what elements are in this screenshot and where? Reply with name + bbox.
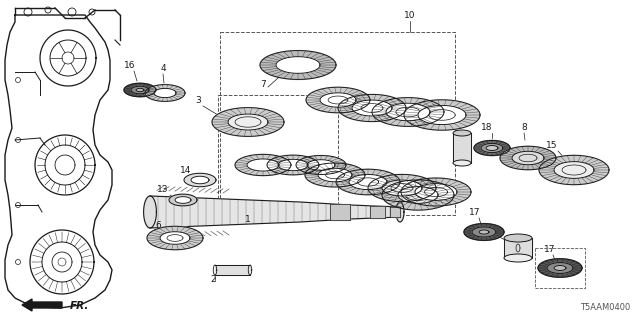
Polygon shape xyxy=(154,88,176,98)
Polygon shape xyxy=(175,197,191,203)
Polygon shape xyxy=(472,227,496,237)
Polygon shape xyxy=(305,163,365,187)
Polygon shape xyxy=(386,103,430,121)
Text: 8: 8 xyxy=(521,123,527,132)
Polygon shape xyxy=(131,86,149,94)
Text: 17: 17 xyxy=(469,208,481,217)
Polygon shape xyxy=(554,266,566,270)
Polygon shape xyxy=(307,160,335,170)
Polygon shape xyxy=(464,224,504,240)
Polygon shape xyxy=(143,196,156,228)
Polygon shape xyxy=(512,151,544,165)
Polygon shape xyxy=(247,159,279,171)
Polygon shape xyxy=(318,168,352,182)
Polygon shape xyxy=(481,143,503,153)
Text: 13: 13 xyxy=(157,185,169,194)
Text: FR.: FR. xyxy=(70,301,90,311)
Polygon shape xyxy=(5,15,112,308)
Ellipse shape xyxy=(504,234,532,242)
Text: 7: 7 xyxy=(260,80,266,89)
Text: 17: 17 xyxy=(544,245,556,254)
Polygon shape xyxy=(212,108,284,136)
Polygon shape xyxy=(547,262,573,274)
Polygon shape xyxy=(184,173,216,187)
Ellipse shape xyxy=(453,160,471,166)
Text: 15: 15 xyxy=(547,141,557,150)
Polygon shape xyxy=(418,105,466,124)
Polygon shape xyxy=(372,98,444,126)
Polygon shape xyxy=(330,204,350,220)
Text: 14: 14 xyxy=(180,166,192,175)
Polygon shape xyxy=(215,265,250,275)
Polygon shape xyxy=(276,57,320,73)
Polygon shape xyxy=(228,114,268,130)
Polygon shape xyxy=(382,180,422,196)
Polygon shape xyxy=(147,226,203,250)
Text: 10: 10 xyxy=(404,11,416,20)
Polygon shape xyxy=(479,230,489,234)
Text: 3: 3 xyxy=(195,96,201,105)
Polygon shape xyxy=(338,94,406,122)
FancyArrow shape xyxy=(22,299,62,311)
Polygon shape xyxy=(390,207,400,217)
Polygon shape xyxy=(336,169,400,195)
Polygon shape xyxy=(453,133,471,163)
Text: 12: 12 xyxy=(449,121,461,130)
Polygon shape xyxy=(404,100,480,130)
Polygon shape xyxy=(267,155,319,175)
Polygon shape xyxy=(382,180,454,210)
Polygon shape xyxy=(169,194,197,206)
Polygon shape xyxy=(486,146,498,150)
Polygon shape xyxy=(474,140,510,156)
Ellipse shape xyxy=(453,130,471,136)
Polygon shape xyxy=(136,88,144,92)
Polygon shape xyxy=(538,259,582,277)
Polygon shape xyxy=(398,187,438,204)
Text: 11: 11 xyxy=(484,225,496,234)
Text: 6: 6 xyxy=(155,221,161,230)
Text: 1: 1 xyxy=(245,215,251,224)
Polygon shape xyxy=(296,156,346,174)
Polygon shape xyxy=(539,155,609,185)
Polygon shape xyxy=(320,93,356,107)
Polygon shape xyxy=(396,202,404,222)
Polygon shape xyxy=(150,196,400,228)
Polygon shape xyxy=(415,184,457,200)
Polygon shape xyxy=(349,174,387,189)
Polygon shape xyxy=(352,100,392,116)
Polygon shape xyxy=(368,174,436,202)
Polygon shape xyxy=(401,178,471,206)
Polygon shape xyxy=(260,51,336,79)
Polygon shape xyxy=(145,84,185,101)
Text: 9: 9 xyxy=(238,158,244,167)
Text: 2: 2 xyxy=(210,275,216,284)
Polygon shape xyxy=(160,232,190,244)
Polygon shape xyxy=(191,176,209,184)
Polygon shape xyxy=(554,162,594,178)
Text: 18: 18 xyxy=(481,123,493,132)
Polygon shape xyxy=(235,154,291,176)
Text: T5AAM0400: T5AAM0400 xyxy=(580,303,630,312)
Polygon shape xyxy=(500,146,556,170)
Polygon shape xyxy=(504,238,532,258)
Polygon shape xyxy=(370,206,385,218)
Text: 16: 16 xyxy=(124,61,136,70)
Polygon shape xyxy=(124,83,156,97)
Ellipse shape xyxy=(504,254,532,262)
Polygon shape xyxy=(306,87,370,113)
Polygon shape xyxy=(278,159,308,171)
Text: 4: 4 xyxy=(160,64,166,73)
Text: 5: 5 xyxy=(393,185,399,194)
